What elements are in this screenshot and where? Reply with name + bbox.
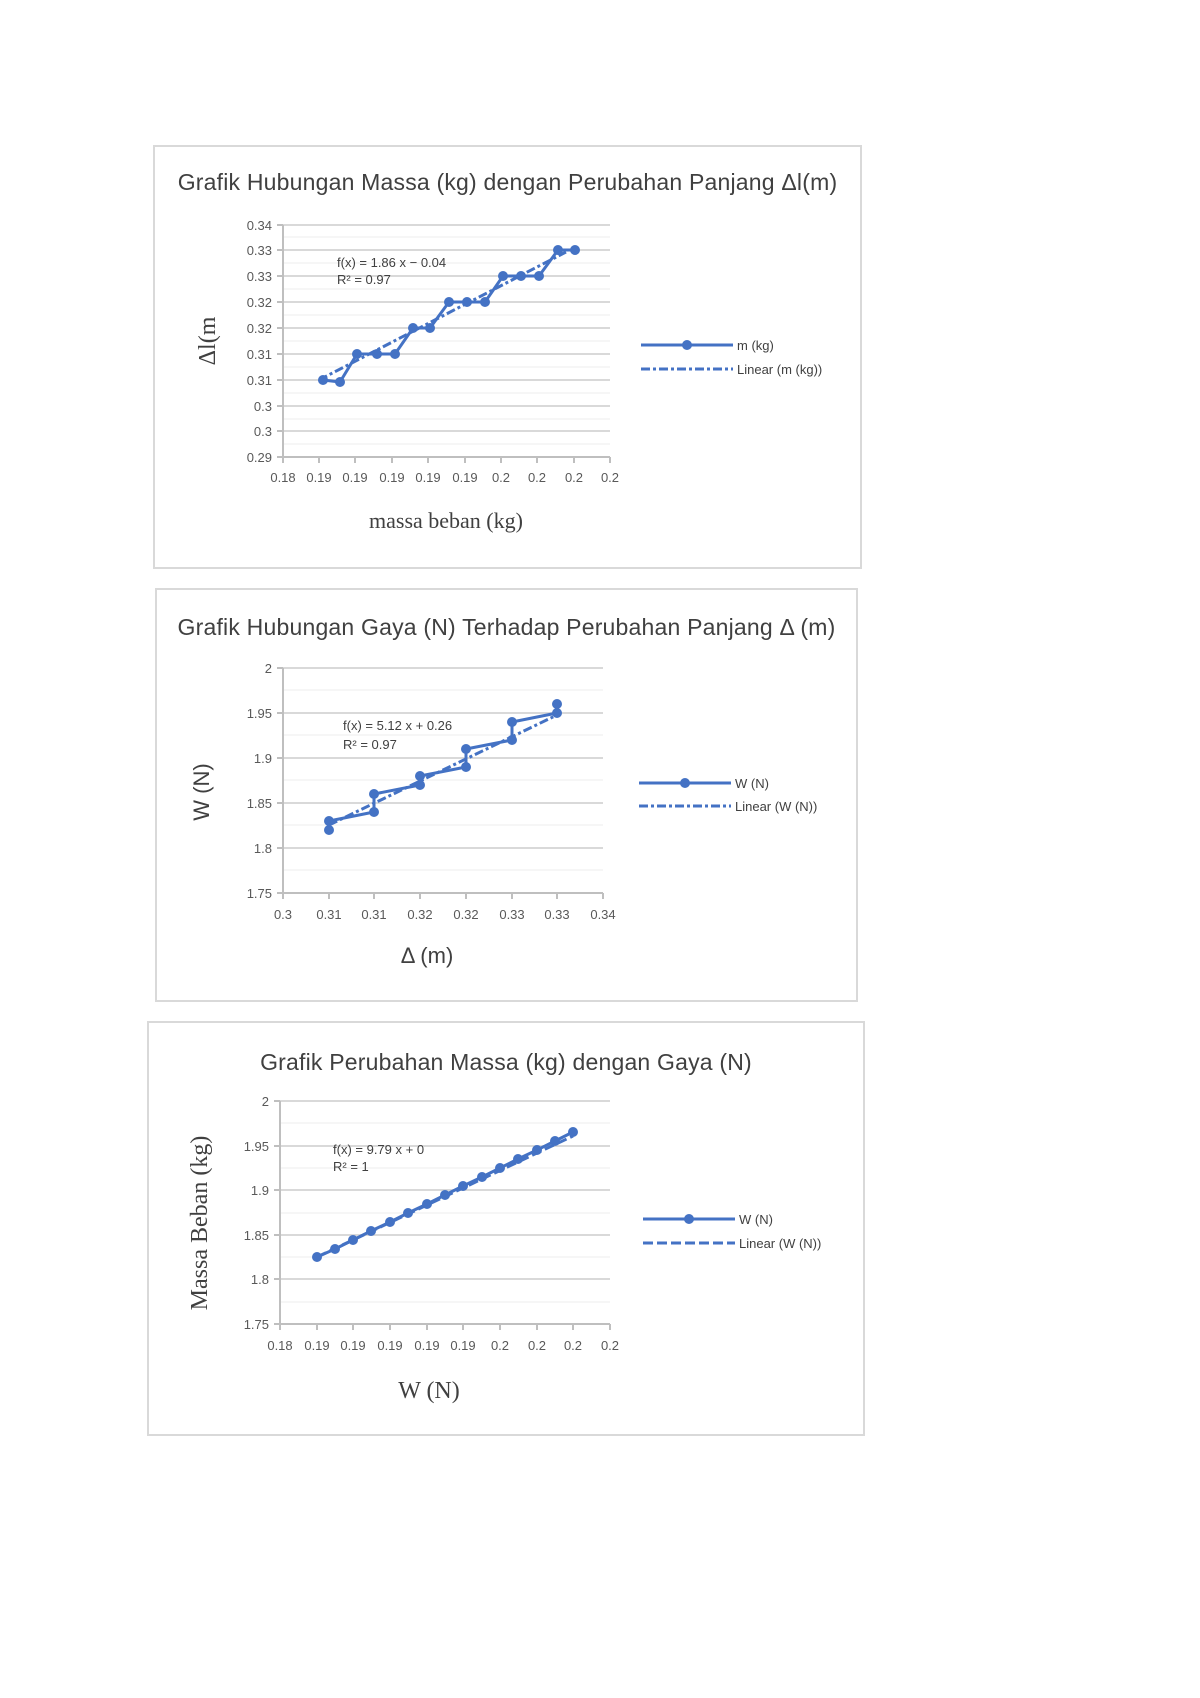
svg-text:2: 2 [262, 1094, 269, 1109]
svg-text:0.33: 0.33 [544, 907, 569, 922]
chart-3-x-axis-label: W (N) [398, 1378, 460, 1404]
chart-1-plot: 0.34 0.33 0.33 0.32 0.32 0.31 0.31 0.3 0… [195, 218, 822, 533]
chart-1-markers [318, 245, 580, 387]
svg-text:0.2: 0.2 [528, 1338, 546, 1353]
chart-1-equation: f(x) = 1.86 x − 0.04 [337, 255, 446, 270]
svg-text:0.3: 0.3 [254, 399, 272, 414]
svg-text:0.2: 0.2 [492, 470, 510, 485]
chart-3-container: Grafik Perubahan Massa (kg) dengan Gaya … [147, 1021, 865, 1436]
svg-text:0.32: 0.32 [247, 295, 272, 310]
chart-2-y-ticks: 2 1.95 1.9 1.85 1.8 1.75 [247, 661, 272, 901]
chart-3-y-ticks: 2 1.95 1.9 1.85 1.8 1.75 [244, 1094, 269, 1332]
chart-3-legend: W (N) Linear (W (N)) [643, 1212, 821, 1251]
chart-2-title: Grafik Hubungan Gaya (N) Terhadap Peruba… [177, 614, 836, 640]
chart-1-container: Grafik Hubungan Massa (kg) dengan Peruba… [153, 145, 862, 569]
chart-3-y-axis-label: Massa Beban (kg) [187, 1136, 213, 1311]
svg-text:0.19: 0.19 [342, 470, 367, 485]
chart-3-markers [312, 1127, 578, 1262]
svg-text:1.8: 1.8 [254, 841, 272, 856]
chart-2-r-squared: R² = 0.97 [343, 737, 397, 752]
svg-text:0.19: 0.19 [452, 470, 477, 485]
svg-text:0.2: 0.2 [528, 470, 546, 485]
chart-3-r-squared: R² = 1 [333, 1159, 369, 1174]
chart-3-axes [274, 1100, 611, 1330]
chart-3-equation: f(x) = 9.79 x + 0 [333, 1142, 424, 1157]
svg-text:0.19: 0.19 [415, 470, 440, 485]
chart-2-markers [324, 699, 562, 835]
svg-text:0.29: 0.29 [247, 450, 272, 465]
chart-2-y-axis-label: W (N) [189, 763, 214, 820]
svg-text:0.32: 0.32 [247, 321, 272, 336]
svg-text:0.2: 0.2 [601, 470, 619, 485]
svg-text:0.31: 0.31 [247, 347, 272, 362]
svg-text:0.18: 0.18 [270, 470, 295, 485]
chart-1-x-axis-label: massa beban (kg) [369, 508, 523, 533]
svg-text:1.75: 1.75 [244, 1317, 269, 1332]
svg-text:0.33: 0.33 [247, 243, 272, 258]
svg-text:0.34: 0.34 [247, 218, 272, 233]
svg-text:1.9: 1.9 [254, 751, 272, 766]
chart-2-x-ticks: 0.3 0.31 0.31 0.32 0.32 0.33 0.33 0.34 [274, 907, 616, 922]
chart-2-series-line [327, 704, 559, 830]
chart-1-legend: m (kg) Linear (m (kg)) [641, 338, 822, 377]
chart-1-legend-trendline: Linear (m (kg)) [737, 362, 822, 377]
chart-2-x-axis-label: Δ (m) [401, 943, 454, 968]
svg-text:1.85: 1.85 [247, 796, 272, 811]
chart-1-legend-series: m (kg) [737, 338, 774, 353]
chart-2-axes [277, 667, 604, 899]
svg-text:2: 2 [265, 661, 272, 676]
chart-1-title: Grafik Hubungan Massa (kg) dengan Peruba… [177, 169, 838, 195]
chart-3-title: Grafik Perubahan Massa (kg) dengan Gaya … [260, 1049, 752, 1075]
svg-text:0.3: 0.3 [254, 424, 272, 439]
svg-text:0.18: 0.18 [267, 1338, 292, 1353]
svg-text:0.19: 0.19 [306, 470, 331, 485]
chart-2-legend-trendline: Linear (W (N)) [735, 799, 817, 814]
svg-text:0.2: 0.2 [491, 1338, 509, 1353]
svg-text:0.2: 0.2 [564, 1338, 582, 1353]
svg-text:0.19: 0.19 [377, 1338, 402, 1353]
svg-text:1.8: 1.8 [251, 1272, 269, 1287]
svg-text:0.2: 0.2 [601, 1338, 619, 1353]
chart-1-axes [277, 224, 611, 463]
chart-1-trendline [318, 250, 567, 382]
chart-3-plot: 2 1.95 1.9 1.85 1.8 1.75 0.18 0.19 0.19 … [187, 1094, 821, 1404]
svg-text:0.19: 0.19 [340, 1338, 365, 1353]
svg-text:0.31: 0.31 [361, 907, 386, 922]
chart-2-gridlines [283, 667, 603, 871]
chart-3-legend-series: W (N) [739, 1212, 773, 1227]
svg-text:0.19: 0.19 [379, 470, 404, 485]
chart-1-x-ticks: 0.18 0.19 0.19 0.19 0.19 0.19 0.2 0.2 0.… [270, 470, 619, 485]
chart-2-equation: f(x) = 5.12 x + 0.26 [343, 718, 452, 733]
chart-3-x-ticks: 0.18 0.19 0.19 0.19 0.19 0.19 0.2 0.2 0.… [267, 1338, 619, 1353]
svg-text:0.19: 0.19 [304, 1338, 329, 1353]
svg-text:0.31: 0.31 [247, 373, 272, 388]
svg-text:0.32: 0.32 [407, 907, 432, 922]
chart-3-legend-trendline: Linear (W (N)) [739, 1236, 821, 1251]
svg-text:0.34: 0.34 [590, 907, 615, 922]
svg-text:1.85: 1.85 [244, 1228, 269, 1243]
svg-text:0.33: 0.33 [247, 269, 272, 284]
chart-1-y-axis-label: Δl(m [195, 316, 221, 365]
svg-text:0.33: 0.33 [499, 907, 524, 922]
chart-2-plot: 2 1.95 1.9 1.85 1.8 1.75 0.3 0.31 0.31 0… [189, 661, 817, 968]
svg-text:0.32: 0.32 [453, 907, 478, 922]
svg-text:0.19: 0.19 [450, 1338, 475, 1353]
svg-text:0.19: 0.19 [414, 1338, 439, 1353]
svg-text:1.9: 1.9 [251, 1183, 269, 1198]
svg-text:0.2: 0.2 [565, 470, 583, 485]
chart-2-legend-series: W (N) [735, 776, 769, 791]
svg-text:1.95: 1.95 [247, 706, 272, 721]
chart-1-y-ticks: 0.34 0.33 0.33 0.32 0.32 0.31 0.31 0.3 0… [247, 218, 272, 465]
chart-2-container: Grafik Hubungan Gaya (N) Terhadap Peruba… [155, 588, 858, 1002]
chart-3-gridlines [280, 1100, 610, 1303]
chart-1-gridlines [283, 224, 610, 445]
svg-text:1.95: 1.95 [244, 1139, 269, 1154]
chart-2-legend: W (N) Linear (W (N)) [639, 776, 817, 814]
chart-1-r-squared: R² = 0.97 [337, 272, 391, 287]
svg-text:1.75: 1.75 [247, 886, 272, 901]
svg-text:0.3: 0.3 [274, 907, 292, 922]
svg-text:0.31: 0.31 [316, 907, 341, 922]
